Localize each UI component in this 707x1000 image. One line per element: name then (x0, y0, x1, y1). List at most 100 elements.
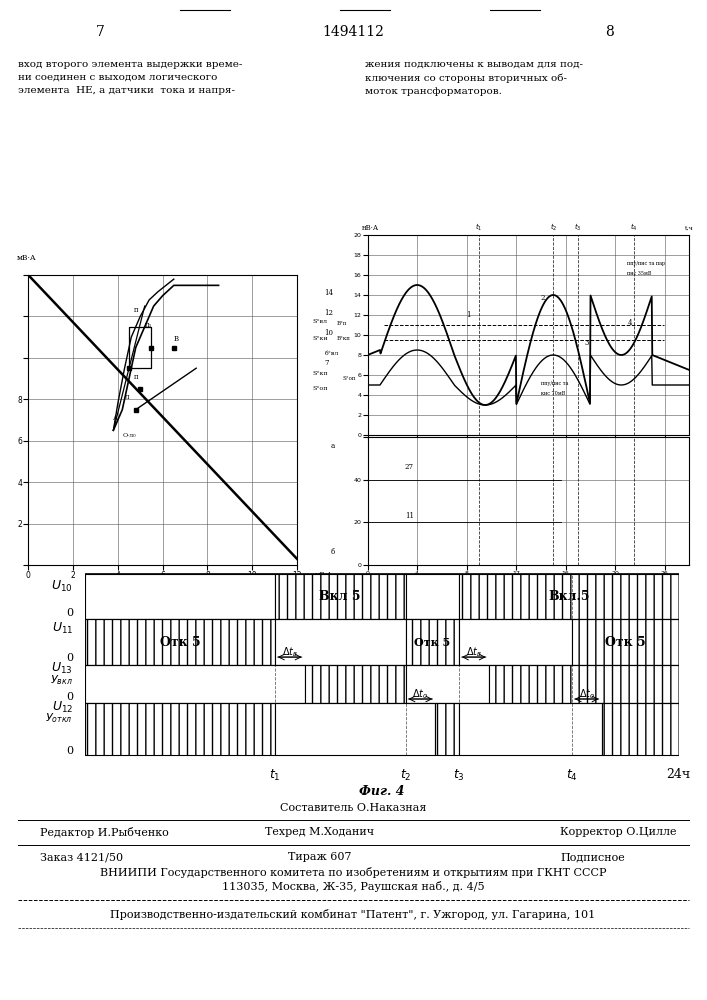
Text: 14: 14 (325, 289, 333, 297)
Text: 2: 2 (541, 294, 545, 302)
Bar (305, 665, 406, 703)
Text: $\Delta t_о$: $\Delta t_о$ (578, 687, 595, 701)
Text: мВ·А: мВ·А (315, 571, 333, 579)
Text: $t_1$: $t_1$ (475, 222, 483, 233)
Text: Корректор О.Цилле: Корректор О.Цилле (560, 827, 677, 837)
Text: S°оп: S°оп (312, 386, 327, 391)
Text: $U_{11}$: $U_{11}$ (52, 620, 73, 636)
Text: п: п (134, 373, 138, 381)
Text: 0: 0 (66, 608, 73, 618)
Text: Отк 5: Отк 5 (414, 637, 450, 648)
Text: Составитель О.Наказная: Составитель О.Наказная (280, 803, 426, 813)
Text: 0: 0 (66, 653, 73, 663)
Text: Тираж 607: Тираж 607 (288, 852, 352, 862)
Text: Техред М.Ходанич: Техред М.Ходанич (265, 827, 375, 837)
Text: $U_{12}$: $U_{12}$ (52, 700, 73, 715)
Text: Подписное: Подписное (560, 852, 625, 862)
Text: б: б (330, 548, 335, 556)
Text: Заказ 4121/50: Заказ 4121/50 (40, 852, 123, 862)
Bar (85, 665, 305, 703)
Text: Производственно-издательский комбинат "Патент", г. Ужгород, ул. Гагарина, 101: Производственно-издательский комбинат "П… (110, 908, 595, 920)
Text: мВ·А: мВ·А (17, 254, 37, 262)
Text: ппу/пнс та: ппу/пнс та (541, 381, 568, 386)
Bar (275, 619, 406, 665)
Bar (85, 574, 275, 619)
Text: 0: 0 (66, 692, 73, 702)
Text: $t_4$: $t_4$ (630, 222, 638, 233)
Text: $t_4$: $t_4$ (566, 768, 578, 783)
Text: В°кп: В°кп (337, 336, 351, 341)
Text: $\Delta t_о$: $\Delta t_о$ (412, 687, 428, 701)
Text: 24ч: 24ч (667, 768, 691, 781)
Text: $t_2$: $t_2$ (549, 578, 557, 590)
Text: $У_{откл}$: $У_{откл}$ (45, 711, 73, 725)
Text: S°кп: S°кп (312, 371, 327, 376)
Text: S°вл: S°вл (312, 319, 327, 324)
Text: В°п: В°п (337, 321, 347, 326)
Text: S°оп: S°оп (343, 376, 356, 381)
Text: t,ч: t,ч (685, 226, 694, 231)
Text: 1: 1 (467, 311, 471, 319)
Text: $t_2$: $t_2$ (549, 222, 557, 233)
Text: 27: 27 (404, 463, 414, 471)
Text: $U_{13}$: $U_{13}$ (52, 661, 73, 676)
Text: 7: 7 (95, 25, 105, 39)
Text: п: п (134, 306, 138, 314)
Text: А: А (113, 414, 119, 422)
Text: 0: 0 (66, 746, 73, 756)
Text: $t_1$: $t_1$ (269, 768, 281, 783)
Text: Фиг. 4: Фиг. 4 (359, 785, 404, 798)
Text: $t_3$: $t_3$ (453, 768, 465, 783)
Bar (85, 619, 275, 665)
Text: Редактор И.Рыбченко: Редактор И.Рыбченко (40, 826, 169, 838)
Text: 12: 12 (325, 309, 333, 317)
Bar (489, 665, 679, 703)
Text: Фис. 1: Фис. 1 (144, 621, 181, 631)
Text: 7: 7 (325, 359, 329, 367)
Bar (436, 703, 459, 755)
Bar (85, 703, 275, 755)
Text: Фис. 2: Фис. 2 (510, 602, 547, 612)
Text: нВ·А: нВ·А (361, 224, 378, 232)
Text: $U_{10}$: $U_{10}$ (51, 579, 73, 594)
Text: Вкл.5: Вкл.5 (548, 590, 590, 603)
Text: 10: 10 (325, 329, 333, 337)
Text: $S_{нм}$ ——→: $S_{нм}$ ——→ (131, 604, 173, 617)
Text: $\Delta t_в$: $\Delta t_в$ (466, 645, 482, 659)
Text: 4: 4 (628, 319, 632, 327)
Text: жения подключены к выводам для под-
ключения со стороны вторичных об-
моток тран: жения подключены к выводам для под- ключ… (365, 60, 583, 96)
Bar (459, 619, 572, 665)
Bar (406, 619, 459, 665)
Text: б°вл: б°вл (325, 351, 339, 356)
Bar (275, 574, 406, 619)
Text: а: а (330, 442, 335, 450)
Text: пнс 35мВ: пнс 35мВ (628, 271, 652, 276)
Text: Вкл 5: Вкл 5 (320, 590, 361, 603)
Bar (572, 619, 679, 665)
Bar (406, 665, 489, 703)
Text: $t_4$: $t_4$ (630, 578, 638, 590)
Text: п₁: п₁ (145, 321, 152, 329)
Text: 1494112: 1494112 (322, 25, 384, 39)
Bar (602, 703, 679, 755)
Text: вход второго элемента выдержки време-
ни соединен с выходом логического
элемента: вход второго элемента выдержки време- ни… (18, 60, 243, 95)
Text: Отк 5: Отк 5 (160, 636, 200, 649)
Text: В: В (174, 335, 179, 343)
Text: $У_{вкл}$: $У_{вкл}$ (50, 673, 73, 687)
Bar (275, 703, 436, 755)
Text: 0: 0 (361, 580, 366, 588)
Text: О·л₀: О·л₀ (122, 433, 136, 438)
Bar (85, 574, 679, 755)
Bar (459, 703, 602, 755)
Text: 11: 11 (404, 512, 414, 520)
Text: л: л (124, 393, 129, 401)
Text: 8: 8 (606, 25, 614, 39)
Text: $\Delta t_в$: $\Delta t_в$ (281, 645, 298, 659)
Text: $t_2$: $t_2$ (399, 768, 411, 783)
Text: $t_3$: $t_3$ (574, 578, 582, 590)
Text: Отк 5: Отк 5 (605, 636, 645, 649)
Text: ппу/пнс та пар: ппу/пнс та пар (628, 261, 665, 266)
Text: ВНИИПИ Государственного комитета по изобретениям и открытиям при ГКНТ СССР: ВНИИПИ Государственного комитета по изоб… (100, 866, 606, 878)
Text: $t_3$: $t_3$ (574, 222, 582, 233)
Text: 3: 3 (584, 339, 588, 347)
